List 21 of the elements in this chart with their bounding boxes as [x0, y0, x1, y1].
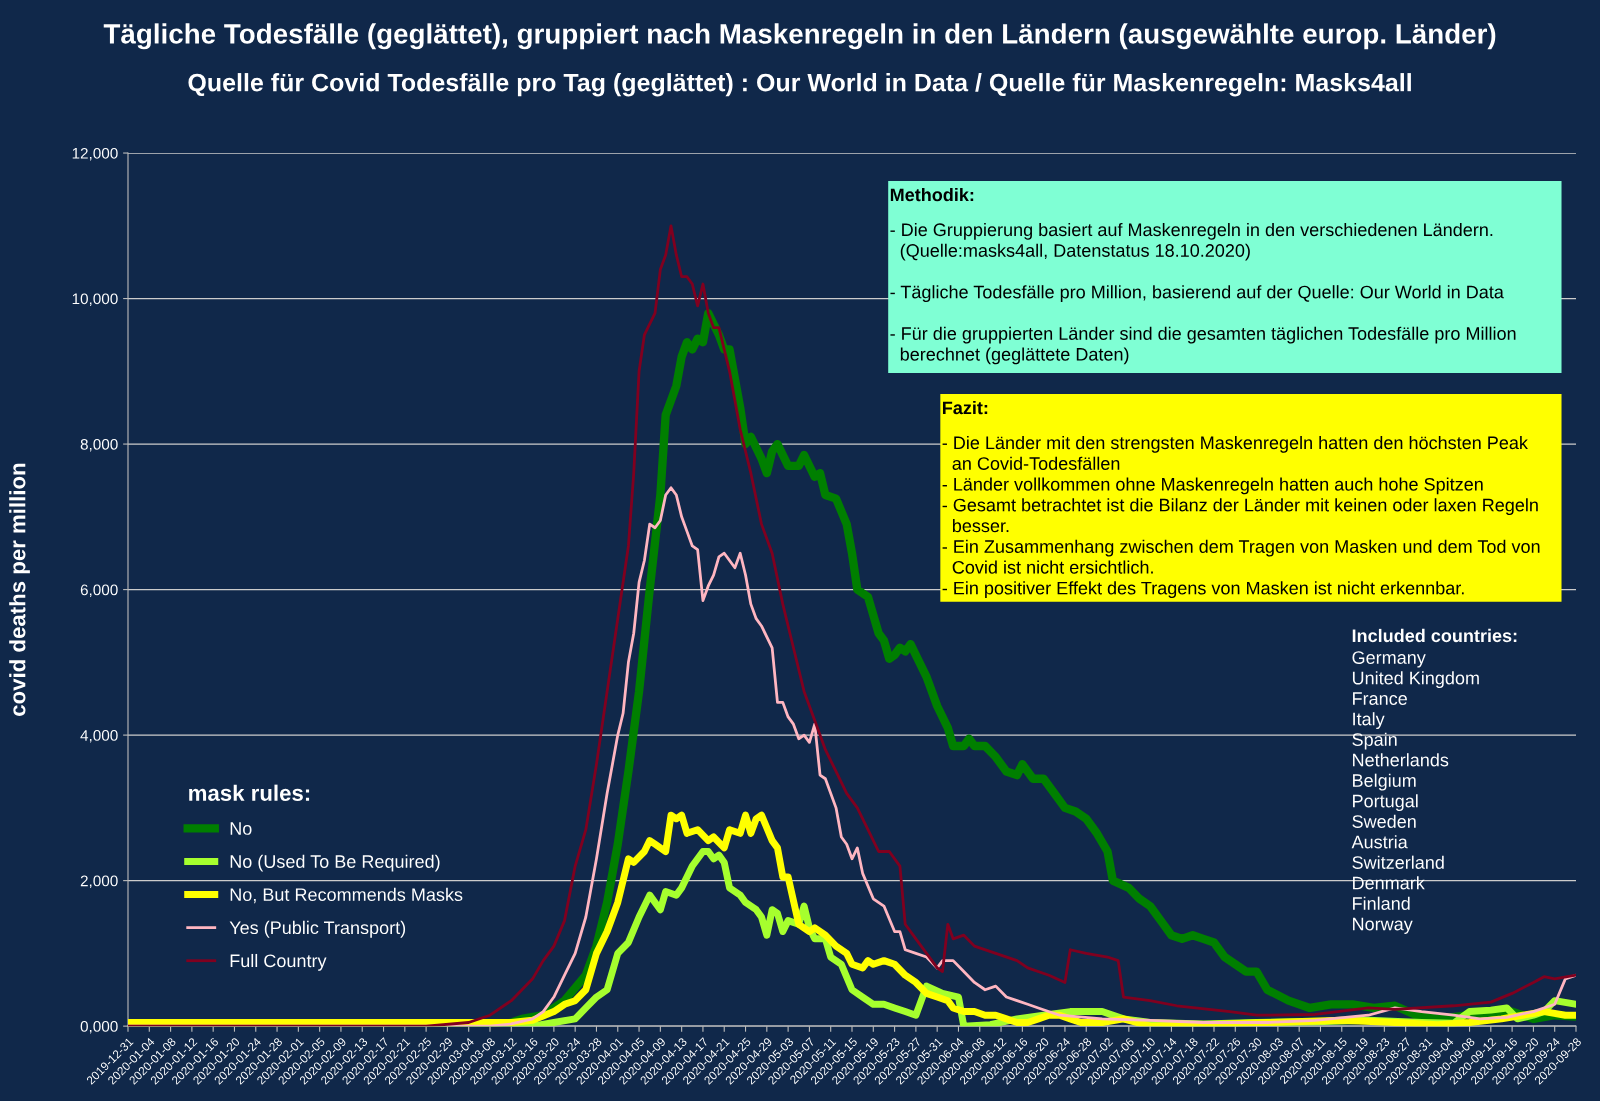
y-tick-label: 0,000 [80, 1021, 118, 1034]
chart-subtitle: Quelle für Covid Todesfälle pro Tag (geglättet) : Our World in Data / Quelle für Maskenregeln: Masks4all [188, 73, 1411, 97]
legend-label: Full Country [230, 953, 327, 971]
legend-label: No [230, 822, 252, 835]
chart-title: Tägliche Todesfälle (geglättet), gruppiert nach Maskenregeln in den Ländern (ausgewählte europ. Länder) [103, 23, 1496, 50]
text: - Die Gruppierung basiert auf Maskenregeln in den verschiedenen Ländern. (Quelle:masks4all, Datenstatus 18.10.2020) - Tägliche Todesfälle pro Million, basierend auf der Quelle: Our World in Data - Für die gruppierten Länder sind die gesamten täglichen Todesfälle pro Million berechnet (geglättete Daten) [890, 222, 1516, 365]
y-tick-label: 10,000 [72, 293, 118, 307]
y-tick-label: 4,000 [80, 729, 118, 743]
y-tick-label: 8,000 [80, 438, 118, 452]
y-tick-label: 12,000 [72, 147, 118, 161]
legend-label: Yes (Public Transport) [229, 920, 406, 938]
annotation: - Die Länder mit den strengsten Maskenregeln hatten den höchsten Peak an Covid-Todesfällen - Länder vollkommen ohne Maskenregeln hatten auch hohe Spitzen - Gesamt betrachtet ist die Bilanz der Länder mit keinen oder laxen Regeln besser. - Ein Zusammenhang zwischen dem Tragen von Masken und dem Tod von Covid ist nicht ersichtlich. - Ein positiver Effekt des Tragens von Masken ist nicht erkennbar. [942, 435, 1540, 599]
annotation: Included countries: [1352, 628, 1517, 643]
legend-title: mask rules: [189, 784, 310, 801]
legend-label: No (Used To Be Required) [230, 854, 440, 872]
annotation: Fazit: [942, 401, 988, 415]
y-tick-label: 6,000 [80, 584, 118, 598]
annotation: Methodik: [890, 187, 974, 202]
y-tick-label: 2,000 [80, 875, 118, 889]
y-axis-title: covid deaths per million [9, 463, 30, 716]
legend-label: No, But Recommends Masks [230, 887, 463, 904]
